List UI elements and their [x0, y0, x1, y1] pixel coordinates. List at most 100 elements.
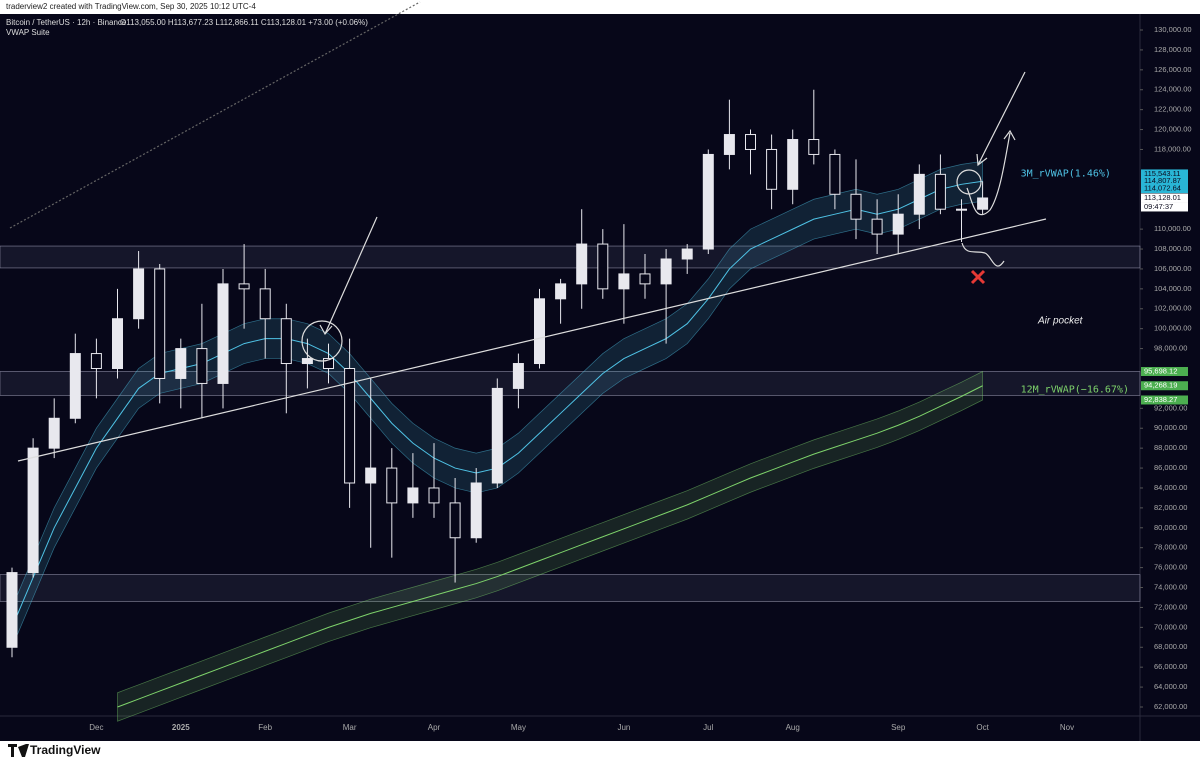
candle-body: [723, 134, 735, 155]
x-tick-label: Oct: [976, 723, 989, 732]
price-badge-label: 114,807.87: [1144, 176, 1181, 185]
ohlc: O113,055.00 H113,677.23 L112,866.11 C113…: [120, 18, 368, 27]
price-badge: [1141, 381, 1188, 391]
y-tick-label: 124,000.00: [1154, 85, 1192, 94]
y-tick-label: 88,000.00: [1154, 443, 1187, 452]
candle-body: [491, 387, 503, 484]
candle-body: [618, 273, 630, 290]
candle-body: [323, 358, 334, 370]
candle-body: [892, 213, 904, 235]
candle-body: [344, 368, 356, 484]
y-tick-label: 70,000.00: [1154, 622, 1187, 631]
y-tick-label: 78,000.00: [1154, 543, 1187, 552]
y-tick-label: 82,000.00: [1154, 503, 1187, 512]
arrow-head: [976, 153, 988, 167]
price-badge: [1141, 169, 1188, 179]
scenario-path: [966, 132, 1011, 216]
vwap-line: [117, 385, 983, 708]
candle-body: [154, 268, 166, 379]
candle-body: [69, 353, 81, 419]
plot: [0, 89, 1141, 722]
candle-body: [470, 482, 482, 539]
zone: [0, 574, 1141, 602]
candle-body: [766, 148, 778, 190]
y-tick-label: 92,000.00: [1154, 403, 1187, 412]
y-tick-label: 122,000.00: [1154, 105, 1192, 114]
arrow-head: [1003, 129, 1016, 141]
candle-body: [829, 153, 841, 195]
candle-body: [871, 218, 883, 235]
price-badge-label: 94,268.19: [1144, 381, 1177, 390]
candle-body: [133, 268, 145, 320]
candle-body: [808, 139, 820, 155]
x-tick-label: 2025: [172, 723, 190, 732]
candle-body: [48, 417, 60, 449]
y-tick-label: 120,000.00: [1154, 125, 1192, 134]
y-tick-label: 68,000.00: [1154, 642, 1187, 651]
brand: TradingView: [30, 743, 101, 757]
cross-marker: [970, 269, 986, 285]
x-tick-label: Aug: [786, 723, 800, 732]
y-tick-label: 64,000.00: [1154, 682, 1187, 691]
candle-body: [196, 348, 208, 384]
x-tick-label: Sep: [891, 723, 906, 732]
y-tick-label: 84,000.00: [1154, 483, 1187, 492]
x-tick-label: Mar: [343, 723, 357, 732]
candle-body: [512, 363, 524, 389]
candle-body: [175, 348, 187, 379]
candle-body: [280, 318, 292, 365]
candle-body: [238, 283, 250, 290]
trend-line: [17, 218, 1047, 462]
candle-body: [27, 447, 39, 574]
price-badge-label: 92,838.27: [1144, 395, 1177, 404]
candle-body: [428, 487, 440, 504]
y-tick-label: 104,000.00: [1154, 284, 1192, 293]
y-tick-label: 110,000.00: [1154, 224, 1191, 233]
price-badge: [1141, 395, 1188, 405]
candle-body: [449, 502, 461, 539]
price-badge-label: 95,698.12: [1144, 366, 1177, 375]
candle-body: [386, 467, 398, 504]
x-tick-label: Dec: [89, 723, 103, 732]
candle-body: [913, 173, 925, 215]
annotation: Air pocket: [1037, 316, 1084, 327]
y-tick-label: 98,000.00: [1154, 344, 1187, 353]
y-tick-label: 118,000.00: [1154, 144, 1191, 153]
x-tick-label: Jul: [703, 723, 713, 732]
y-tick-label: 128,000.00: [1154, 45, 1192, 54]
y-tick-label: 106,000.00: [1154, 264, 1192, 273]
price-badge: [1141, 176, 1188, 186]
x-tick-label: May: [511, 723, 526, 732]
candle-body: [112, 318, 123, 369]
x-tick-label: Feb: [258, 723, 272, 732]
x-tick-label: Apr: [428, 723, 441, 732]
footer: [0, 741, 1200, 766]
candle-body: [639, 273, 651, 285]
candle-body: [702, 153, 714, 250]
candle-body: [660, 258, 672, 285]
candle-body: [90, 353, 102, 369]
candle-body: [576, 243, 588, 285]
circle-marker: [301, 320, 343, 362]
y-tick-label: 74,000.00: [1154, 583, 1187, 592]
price-badge-label: 113,128.01: [1144, 193, 1181, 202]
candle-body: [365, 467, 377, 484]
candle-body: [745, 134, 756, 150]
indicator: VWAP Suite: [6, 28, 50, 37]
scenario-path: [961, 242, 1005, 267]
candle-body: [407, 487, 419, 504]
candle-body: [850, 193, 862, 220]
zone: [0, 371, 1141, 396]
arrow: [977, 71, 1026, 166]
candle-body: [956, 208, 967, 211]
candle-body: [597, 243, 609, 290]
brand-logo: [8, 744, 29, 757]
candle-body: [787, 139, 799, 190]
credit: traderview2 created with TradingView.com…: [6, 2, 256, 11]
candle-body: [217, 283, 229, 384]
y-tick-label: 72,000.00: [1154, 602, 1187, 611]
candle-body: [259, 288, 271, 320]
vwap-label: 3M_rVWAP(1.46%): [1021, 168, 1111, 179]
candle-body: [6, 572, 18, 648]
